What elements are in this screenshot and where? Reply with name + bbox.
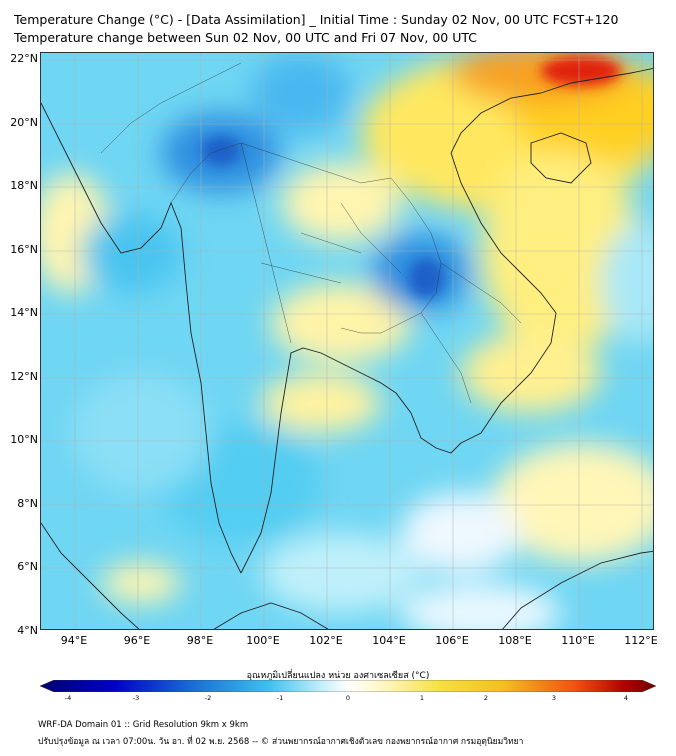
lon-tick-label: 106°E	[435, 634, 469, 647]
lat-tick-label: 4°N	[17, 624, 38, 637]
colorbar-label: -1	[276, 694, 284, 702]
colorbar-label: 2	[483, 694, 489, 702]
colorbar-title: อุณหภูมิเปลี่ยนแปลง หน่วย องศาเซลเซียส (…	[246, 671, 430, 681]
lat-tick-label: 14°N	[10, 306, 38, 319]
colorbar-label: 4	[623, 694, 629, 702]
lat-tick-label: 20°N	[10, 116, 38, 129]
coastlines	[41, 67, 653, 629]
colorbar-label: -3	[132, 694, 140, 702]
lat-tick-label: 12°N	[10, 370, 38, 383]
map-panel	[40, 52, 654, 630]
lon-tick-label: 112°E	[624, 634, 658, 647]
lon-tick-label: 98°E	[186, 634, 214, 647]
colorbar-label: -4	[64, 694, 72, 702]
temperature-change-map	[41, 53, 653, 629]
lat-tick-label: 6°N	[17, 560, 38, 573]
colorbar	[40, 680, 656, 692]
lat-tick-label: 16°N	[10, 243, 38, 256]
lat-tick-label: 10°N	[10, 433, 38, 446]
colorbar-label: 1	[419, 694, 425, 702]
lat-tick-label: 18°N	[10, 179, 38, 192]
colorbar-label: -2	[204, 694, 212, 702]
colorbar-label: 3	[551, 694, 557, 702]
temperature-field	[41, 53, 653, 629]
lon-tick-label: 94°E	[60, 634, 88, 647]
lon-tick-label: 108°E	[498, 634, 532, 647]
footer-credit: ปรับปรุงข้อมูล ณ เวลา 07:00น. วัน อา. ที…	[38, 737, 524, 747]
lon-tick-label: 110°E	[561, 634, 595, 647]
colorbar-label: 0	[345, 694, 351, 702]
map-title: Temperature Change (°C) - [Data Assimila…	[14, 12, 619, 27]
footer-model-info: WRF-DA Domain 01 :: Grid Resolution 9km …	[38, 720, 249, 730]
lat-tick-label: 22°N	[10, 52, 38, 65]
lon-tick-label: 102°E	[309, 634, 343, 647]
lon-tick-label: 104°E	[372, 634, 406, 647]
lon-tick-label: 96°E	[123, 634, 151, 647]
map-subtitle: Temperature change between Sun 02 Nov, 0…	[14, 30, 478, 45]
lon-tick-label: 100°E	[246, 634, 280, 647]
lat-tick-label: 8°N	[17, 497, 38, 510]
admin-borders	[100, 62, 522, 404]
